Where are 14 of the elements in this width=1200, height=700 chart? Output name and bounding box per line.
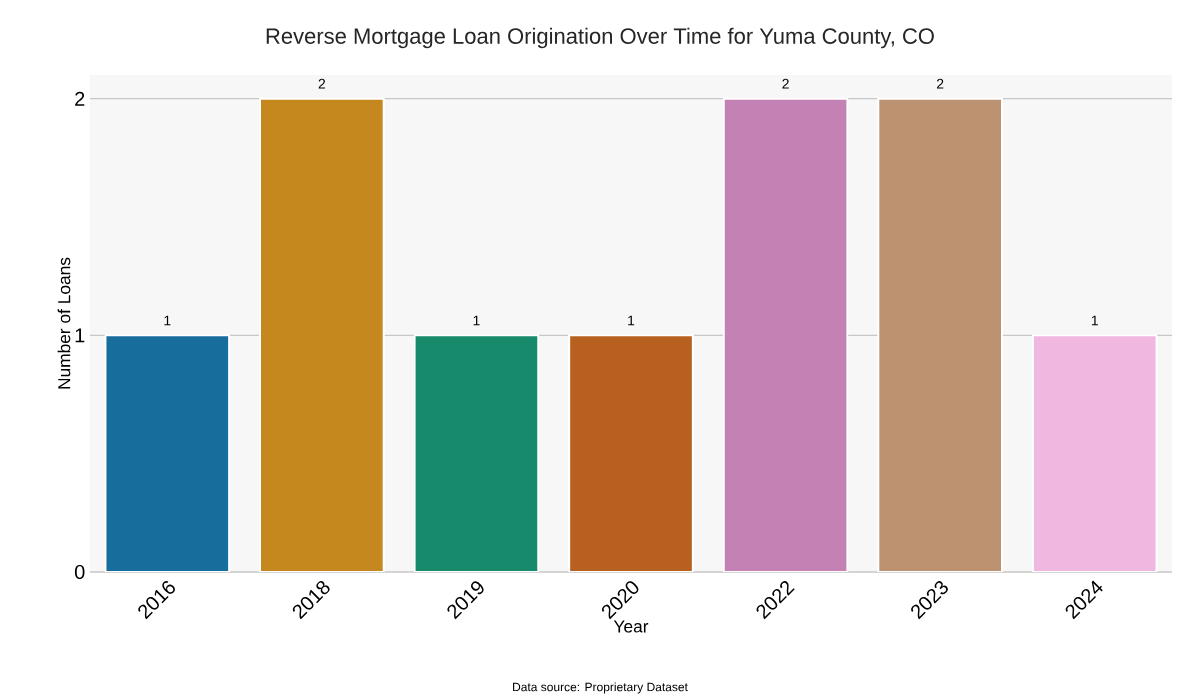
data-label: 1 [1091,315,1098,326]
source-note: Data source: Proprietary Dataset [513,682,688,694]
data-label: 2 [318,78,326,89]
data-label: 2 [782,78,789,89]
y-axis-title: Number of Loans [57,257,71,389]
data-label: 1 [164,315,171,326]
y-tick-label: 2 [75,91,85,106]
chart-title: Reverse Mortgage Loan Origination Over Time for Yuma County, CO [266,27,934,49]
y-tick-label: 1 [75,328,85,343]
data-label: 2 [936,78,944,89]
x-axis-title: Year [613,620,649,633]
y-tick-label: 0 [74,564,85,580]
data-label: 1 [473,315,480,326]
data-label: 1 [628,315,635,326]
